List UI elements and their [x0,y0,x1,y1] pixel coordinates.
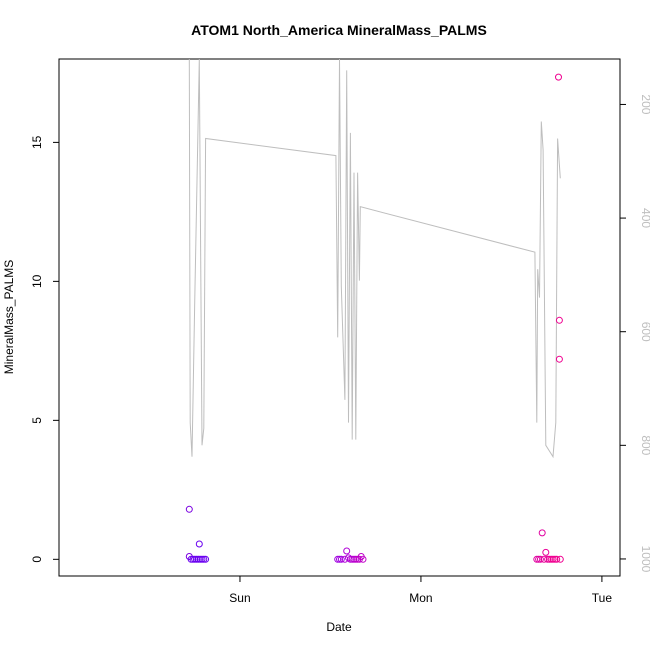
data-point [553,555,561,563]
right-y-tick-label: 400 [639,208,650,228]
y-tick-label: 5 [30,417,44,424]
data-point [540,555,548,563]
right-y-tick-label: 1000 [639,546,650,573]
data-point [343,547,351,555]
y-tick-label: 10 [30,274,44,288]
y-axis: 0 5 10 15 [30,135,59,563]
data-point [555,316,563,324]
right-y-tick-label: 800 [639,435,650,455]
right-y-axis: 200 400 600 800 1000 [620,94,650,573]
x-tick-label: Mon [409,591,432,605]
y-tick-label: 15 [30,135,44,149]
x-axis: Sun Mon Tue [229,576,612,605]
y-tick-label: 0 [30,556,44,563]
data-point [555,73,562,81]
y-axis-label: MineralMass_PALMS [2,260,16,374]
data-point [555,355,563,363]
data-point [337,555,345,563]
data-point [202,555,210,563]
data-point [549,555,557,563]
data-point [542,548,550,556]
data-point [185,505,193,513]
right-axis-line [188,58,561,459]
right-y-tick-label: 600 [639,322,650,342]
x-tick-label: Tue [592,591,613,605]
data-point [538,529,546,537]
data-point [556,555,564,563]
right-y-tick-label: 200 [639,94,650,114]
data-point [536,555,544,563]
x-axis-label: Date [326,620,352,634]
data-point [195,540,203,548]
chart-title: ATOM1 North_America MineralMass_PALMS [191,22,487,38]
x-tick-label: Sun [229,591,250,605]
scatter-points [185,73,564,563]
right-axis-line-series [188,58,561,459]
data-point [359,555,367,563]
